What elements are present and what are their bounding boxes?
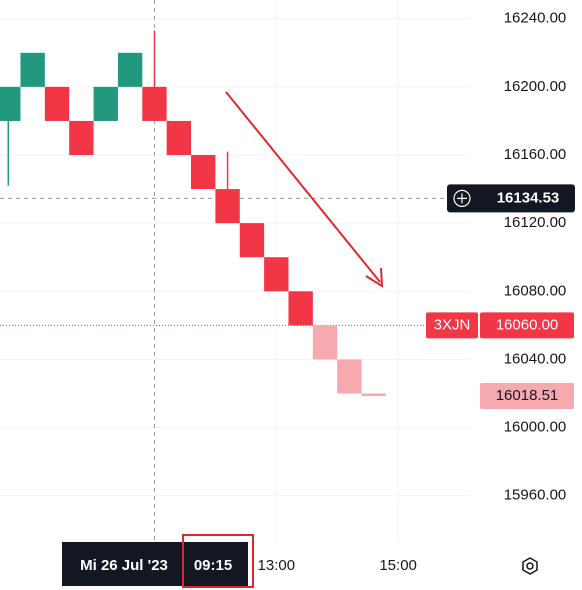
brick [337,359,362,394]
crosshair-date-label: Mi 26 Jul '23 [80,557,168,574]
y-tick-label: 16200.00 [504,78,567,95]
crosshair-plus-icon [457,193,467,204]
projected-price-box [480,383,574,410]
last-price-label: 16060.00 [496,316,559,333]
y-tick-label: 15960.00 [504,487,567,504]
y-tick-label: 16080.00 [504,282,567,299]
brick [215,189,240,224]
brick [20,52,45,87]
last-price-box [480,312,574,339]
y-tick-label: 16120.00 [504,214,567,231]
brick [191,155,216,190]
y-tick-label: 16160.00 [504,146,567,163]
brick [69,120,94,156]
settings-icon-center [526,562,534,570]
settings-icon[interactable] [522,557,538,575]
brick [239,223,265,258]
brick [0,86,21,121]
brick [93,86,118,121]
y-tick-label: 16040.00 [504,350,567,367]
y-tick-label: 16000.00 [504,419,567,436]
x-tick-label: 15:00 [379,557,417,574]
brick [264,257,289,292]
highlight-box [182,534,254,588]
brick [312,325,338,360]
brick [288,291,313,326]
crosshair-time-label: 09:15 [194,557,232,574]
trend-arrow-head [365,267,384,288]
brick [117,52,143,87]
brick [361,393,386,397]
crosshair-price-label: 16134.53 [497,189,560,206]
symbol-box [426,312,478,339]
brick [44,86,70,121]
crosshair-date-box [62,542,248,586]
projected-price-label: 16018.51 [496,387,559,404]
y-tick-label: 16240.00 [504,10,567,27]
trend-arrow [225,91,381,283]
brick [166,120,192,156]
symbol-label: 3XJN [434,316,471,333]
crosshair-price-box [447,184,575,213]
brick [142,86,167,121]
crosshair-plus-icon [453,189,471,208]
x-tick-label: 13:00 [258,557,296,574]
